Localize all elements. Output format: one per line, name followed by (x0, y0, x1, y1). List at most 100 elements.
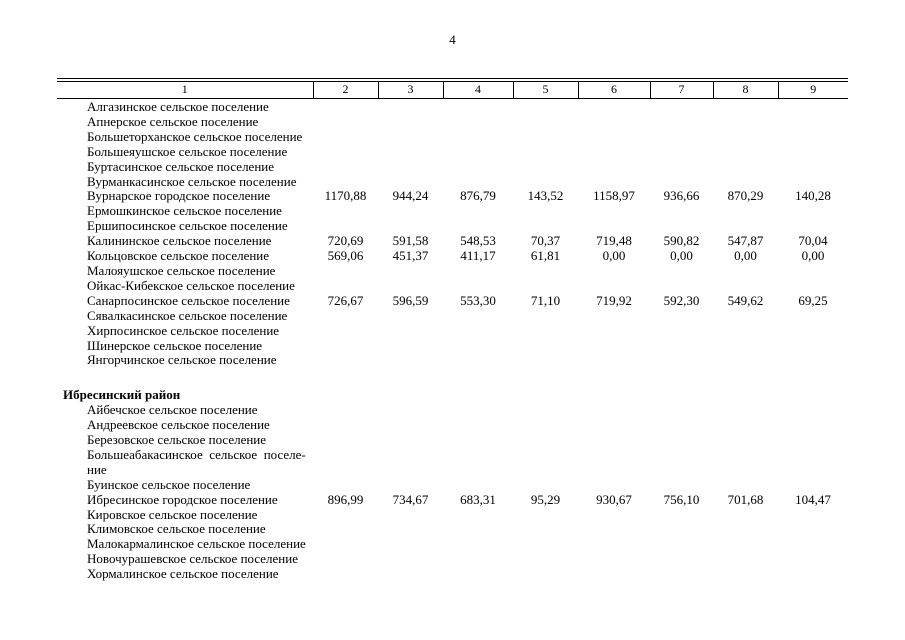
value-cell (443, 115, 513, 130)
value-cell (578, 403, 650, 418)
value-cell: 896,99 (327, 491, 364, 507)
value-cell (578, 99, 650, 115)
value-cell: 69,25 (798, 292, 828, 308)
table-row: Вурнарское городское поселение 1170,88 944… (57, 189, 848, 204)
value-cell (513, 115, 578, 130)
settlement-name: Ершипосинское сельское поселение (87, 218, 288, 234)
value-cell (378, 264, 443, 279)
table-row: Малояушское сельское поселение (57, 263, 848, 279)
value-cell (513, 478, 578, 493)
table-row: Большеяушское сельское поселение (57, 144, 848, 160)
value-cell (713, 279, 778, 294)
value-cell (578, 145, 650, 160)
value-cell (443, 522, 513, 537)
value-cell (313, 478, 378, 493)
value-cell: 944,24 (392, 188, 429, 204)
value-cell: 876,79 (460, 188, 496, 204)
value-cell (778, 309, 848, 324)
value-cell (378, 537, 443, 552)
value-cell (313, 175, 378, 190)
value-cell (650, 175, 713, 190)
value-cell (650, 418, 713, 433)
value-cell (650, 353, 713, 368)
value-cell (443, 353, 513, 368)
value-cell (713, 418, 778, 433)
table-row: Хормалинское сельское поселение (57, 566, 848, 582)
value-cell (313, 99, 378, 115)
value-cell (443, 567, 513, 582)
value-cell (443, 130, 513, 145)
value-cell (443, 204, 513, 219)
value-cell (313, 130, 378, 145)
value-cell (513, 508, 578, 523)
value-cell (713, 145, 778, 160)
value-cell: 756,10 (663, 491, 700, 507)
value-cell (578, 478, 650, 493)
value-cell (713, 508, 778, 523)
value-cell (650, 478, 713, 493)
value-cell (650, 204, 713, 219)
value-cell (378, 478, 443, 493)
value-cell (313, 145, 378, 160)
value-cell (578, 522, 650, 537)
value-cell: 0,00 (734, 248, 757, 264)
value-cell: 71,10 (530, 292, 561, 308)
value-cell (378, 99, 443, 115)
settlement-name: Березовское сельское поселение (87, 432, 267, 448)
column-header: 9 (777, 81, 848, 99)
value-cell (578, 508, 650, 523)
value-cell (513, 279, 578, 294)
value-cell (378, 567, 443, 582)
value-cell (513, 219, 578, 234)
value-cell (313, 160, 378, 175)
value-cell (713, 264, 778, 279)
value-cell: 592,30 (663, 292, 700, 308)
value-cell (513, 339, 578, 354)
value-cell: 596,59 (392, 292, 429, 308)
table-row: Калининское сельское поселение 720,69 591,… (57, 233, 848, 249)
table-row: Вурманкасинское сельское поселение (57, 174, 848, 190)
column-header: 3 (377, 81, 443, 99)
table-row: Шинерское сельское поселение (57, 338, 848, 354)
value-cell: 1158,97 (593, 188, 635, 204)
value-cell (378, 508, 443, 523)
value-cell (650, 279, 713, 294)
settlement-name: Кировское сельское поселение (87, 506, 258, 522)
settlement-name: Хормалинское сельское поселение (87, 566, 279, 582)
value-cell (650, 309, 713, 324)
value-cell (778, 508, 848, 523)
value-cell: 930,67 (596, 491, 632, 507)
value-cell: 140,28 (795, 188, 831, 204)
value-cell: 0,00 (602, 248, 626, 264)
value-cell: 547,87 (727, 233, 764, 249)
settlement-name: Малокармалинское сельское поселение (87, 536, 306, 552)
value-cell (378, 433, 443, 448)
value-cell (713, 115, 778, 130)
value-cell (778, 160, 848, 175)
settlement-name: Андреевское сельское поселение (87, 417, 270, 433)
column-header: 7 (649, 81, 713, 99)
table-row: Санарпосинское сельское поселение 726,67 5… (57, 292, 848, 309)
value-cell (650, 537, 713, 552)
value-cell: 734,67 (392, 491, 429, 507)
value-cell: 870,29 (727, 188, 764, 204)
value-cell (578, 567, 650, 582)
value-cell (378, 279, 443, 294)
value-cell (650, 508, 713, 523)
value-cell (713, 160, 778, 175)
value-cell (713, 99, 778, 115)
value-cell (650, 145, 713, 160)
value-cell (443, 279, 513, 294)
value-cell (650, 448, 713, 478)
value-cell (578, 279, 650, 294)
value-cell (713, 522, 778, 537)
value-cell: 1170,88 (324, 188, 367, 204)
value-cell (650, 339, 713, 354)
value-cell: 61,81 (530, 248, 561, 264)
value-cell (513, 204, 578, 219)
column-header: 1 (57, 81, 313, 99)
value-cell (713, 353, 778, 368)
value-cell (713, 433, 778, 448)
value-cell (578, 160, 650, 175)
